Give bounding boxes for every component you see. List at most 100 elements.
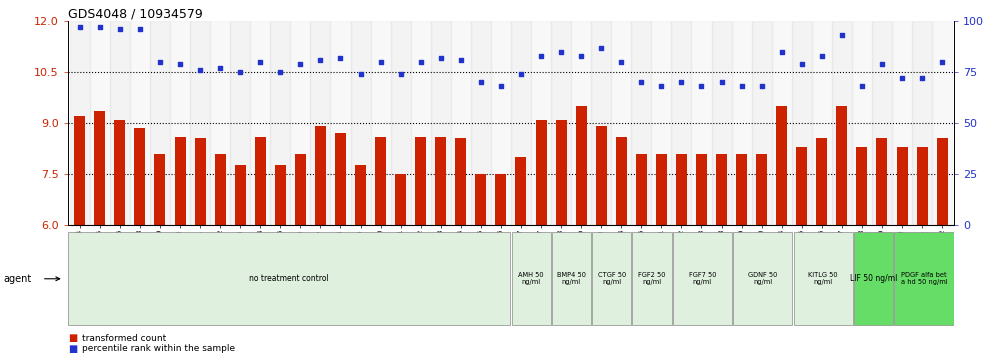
Bar bbox=[70, 21, 90, 225]
Point bbox=[914, 75, 930, 81]
Bar bbox=[792, 21, 812, 225]
Bar bbox=[731, 21, 752, 225]
Bar bbox=[872, 21, 892, 225]
Point bbox=[433, 55, 449, 61]
Bar bbox=[932, 21, 952, 225]
Bar bbox=[331, 21, 351, 225]
Bar bbox=[571, 21, 592, 225]
Bar bbox=[536, 120, 547, 354]
Point bbox=[72, 24, 88, 30]
Bar bbox=[912, 21, 932, 225]
Bar bbox=[635, 154, 646, 354]
Bar bbox=[315, 126, 326, 354]
Bar bbox=[170, 21, 190, 225]
Bar bbox=[756, 154, 767, 354]
Bar bbox=[270, 21, 291, 225]
Point bbox=[453, 57, 469, 63]
Bar bbox=[551, 21, 571, 225]
Text: no treatment control: no treatment control bbox=[249, 274, 330, 283]
Bar bbox=[796, 147, 808, 354]
Bar bbox=[671, 21, 691, 225]
Bar bbox=[311, 21, 331, 225]
Bar bbox=[235, 165, 246, 354]
Bar bbox=[230, 21, 250, 225]
Bar bbox=[852, 21, 872, 225]
Point bbox=[713, 80, 729, 85]
Point bbox=[412, 59, 428, 65]
Point bbox=[272, 69, 288, 75]
Bar bbox=[772, 21, 792, 225]
Bar bbox=[857, 147, 868, 354]
Bar bbox=[194, 138, 205, 354]
Bar bbox=[491, 21, 511, 225]
Bar bbox=[150, 21, 170, 225]
Bar bbox=[511, 21, 531, 225]
Bar bbox=[390, 21, 410, 225]
Point bbox=[794, 61, 810, 67]
Text: LIF 50 ng/ml: LIF 50 ng/ml bbox=[850, 274, 897, 283]
Bar bbox=[355, 165, 367, 354]
Bar bbox=[676, 154, 687, 354]
Point bbox=[533, 53, 549, 59]
Bar bbox=[495, 174, 506, 354]
Bar bbox=[896, 147, 907, 354]
Bar bbox=[451, 21, 471, 225]
Point bbox=[392, 72, 408, 77]
Bar bbox=[817, 138, 828, 354]
FancyBboxPatch shape bbox=[794, 232, 853, 325]
Bar bbox=[455, 138, 466, 354]
Bar bbox=[295, 154, 306, 354]
Point bbox=[894, 75, 910, 81]
FancyBboxPatch shape bbox=[894, 232, 953, 325]
Bar bbox=[190, 21, 210, 225]
Bar bbox=[255, 137, 266, 354]
Point bbox=[553, 49, 569, 55]
Point bbox=[293, 61, 309, 67]
Bar bbox=[129, 21, 150, 225]
Bar bbox=[275, 165, 286, 354]
Bar bbox=[410, 21, 430, 225]
Bar bbox=[936, 138, 947, 354]
Bar bbox=[371, 21, 390, 225]
Point bbox=[774, 49, 790, 55]
Text: percentile rank within the sample: percentile rank within the sample bbox=[82, 344, 235, 353]
Bar bbox=[711, 21, 731, 225]
Bar bbox=[892, 21, 912, 225]
Point bbox=[353, 72, 369, 77]
Point bbox=[473, 80, 489, 85]
Point bbox=[854, 84, 870, 89]
Point bbox=[633, 80, 649, 85]
Point bbox=[934, 59, 950, 65]
Bar bbox=[395, 174, 406, 354]
Point bbox=[152, 59, 168, 65]
Point bbox=[614, 59, 629, 65]
Text: PDGF alfa bet
a hd 50 ng/ml: PDGF alfa bet a hd 50 ng/ml bbox=[900, 272, 947, 285]
Bar bbox=[531, 21, 551, 225]
Point bbox=[874, 61, 890, 67]
Point bbox=[313, 57, 329, 63]
FancyBboxPatch shape bbox=[632, 232, 671, 325]
Point bbox=[573, 53, 589, 59]
Point bbox=[192, 67, 208, 73]
Point bbox=[131, 27, 147, 32]
Bar bbox=[752, 21, 772, 225]
Bar bbox=[616, 137, 626, 354]
Point bbox=[493, 84, 509, 89]
Text: AMH 50
ng/ml: AMH 50 ng/ml bbox=[518, 272, 544, 285]
Point bbox=[673, 80, 689, 85]
FancyBboxPatch shape bbox=[854, 232, 893, 325]
Point bbox=[594, 45, 610, 51]
Point bbox=[333, 55, 349, 61]
Bar bbox=[210, 21, 230, 225]
Bar bbox=[736, 154, 747, 354]
Text: KITLG 50
ng/ml: KITLG 50 ng/ml bbox=[809, 272, 838, 285]
Bar bbox=[75, 116, 86, 354]
Bar bbox=[651, 21, 671, 225]
Bar bbox=[90, 21, 110, 225]
FancyBboxPatch shape bbox=[512, 232, 551, 325]
Bar bbox=[876, 138, 887, 354]
Bar bbox=[214, 154, 226, 354]
Bar bbox=[110, 21, 129, 225]
Point bbox=[92, 24, 108, 30]
Bar bbox=[335, 133, 346, 354]
